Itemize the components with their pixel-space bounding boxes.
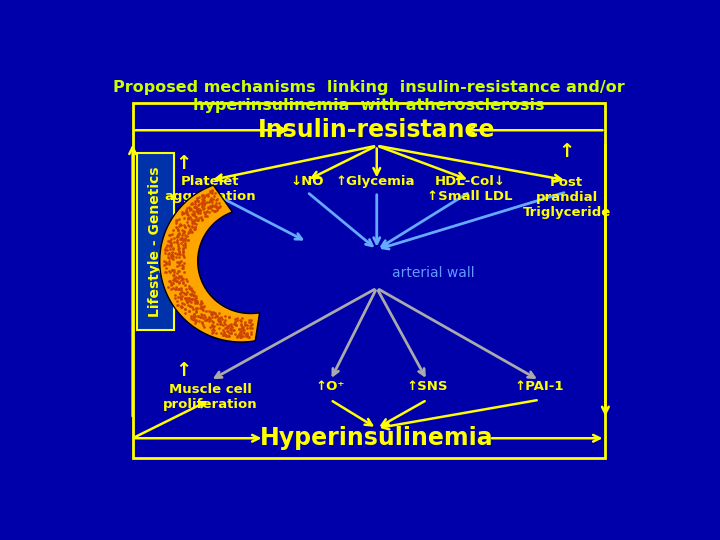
Text: ↑: ↑ (559, 142, 575, 161)
Bar (132, 103, 606, 457)
Text: Post
prandial
Triglyceride: Post prandial Triglyceride (523, 177, 611, 219)
Text: HDL-Col↓
↑Small LDL: HDL-Col↓ ↑Small LDL (427, 175, 513, 203)
Text: Muscle cell
proliferation: Muscle cell proliferation (163, 383, 258, 411)
Bar (137, 153, 174, 330)
Polygon shape (160, 185, 260, 342)
Text: Lifestyle - Genetics: Lifestyle - Genetics (148, 167, 162, 317)
Text: ↑: ↑ (175, 153, 192, 173)
Text: Insulin-resistance: Insulin-resistance (258, 118, 495, 142)
Text: ↑PAI-1: ↑PAI-1 (515, 381, 564, 394)
Text: ↑: ↑ (175, 361, 192, 381)
Text: Hyperinsulinemia: Hyperinsulinemia (260, 426, 494, 450)
Text: ↑SNS: ↑SNS (406, 381, 448, 394)
Text: ↓NO: ↓NO (290, 175, 324, 188)
Text: ↑O⁺: ↑O⁺ (315, 381, 345, 394)
Text: Proposed mechanisms  linking  insulin-resistance and/or
hyperinsulinemia  with a: Proposed mechanisms linking insulin-resi… (113, 80, 625, 113)
Text: arterial wall: arterial wall (392, 266, 475, 280)
Text: Platelet
aggregation: Platelet aggregation (164, 175, 256, 203)
Text: ↑Glycemia: ↑Glycemia (336, 175, 415, 188)
